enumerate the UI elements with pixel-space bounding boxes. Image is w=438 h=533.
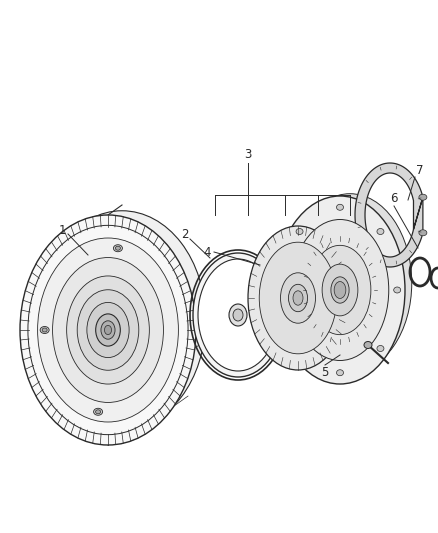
- Text: 4: 4: [203, 246, 211, 259]
- Ellipse shape: [113, 245, 122, 252]
- Ellipse shape: [291, 220, 389, 360]
- Ellipse shape: [198, 259, 278, 371]
- Text: 7: 7: [416, 164, 424, 176]
- Ellipse shape: [275, 196, 405, 384]
- Ellipse shape: [280, 273, 315, 323]
- Text: 5: 5: [321, 366, 328, 378]
- Ellipse shape: [77, 290, 139, 370]
- Ellipse shape: [259, 242, 337, 354]
- Ellipse shape: [87, 302, 129, 358]
- Ellipse shape: [233, 309, 243, 321]
- Text: 2: 2: [181, 229, 189, 241]
- Ellipse shape: [53, 257, 163, 402]
- Ellipse shape: [288, 193, 412, 372]
- Ellipse shape: [105, 326, 112, 335]
- Ellipse shape: [38, 238, 178, 422]
- Ellipse shape: [419, 194, 427, 200]
- Ellipse shape: [336, 370, 343, 376]
- Ellipse shape: [193, 253, 283, 377]
- Ellipse shape: [322, 264, 358, 316]
- Ellipse shape: [377, 345, 384, 351]
- Ellipse shape: [293, 291, 303, 305]
- Ellipse shape: [419, 230, 427, 236]
- Text: 1: 1: [58, 223, 66, 237]
- Ellipse shape: [94, 408, 102, 415]
- Ellipse shape: [364, 342, 372, 349]
- Ellipse shape: [334, 281, 346, 298]
- Ellipse shape: [377, 229, 384, 235]
- Ellipse shape: [95, 314, 120, 346]
- Ellipse shape: [115, 246, 120, 250]
- Ellipse shape: [296, 345, 303, 351]
- Ellipse shape: [42, 328, 47, 332]
- Ellipse shape: [331, 277, 349, 303]
- Ellipse shape: [394, 287, 401, 293]
- Ellipse shape: [67, 276, 149, 384]
- Polygon shape: [355, 163, 423, 267]
- Ellipse shape: [258, 224, 353, 360]
- Ellipse shape: [101, 321, 115, 339]
- Ellipse shape: [95, 410, 101, 414]
- Ellipse shape: [279, 287, 286, 293]
- Ellipse shape: [39, 211, 205, 429]
- Ellipse shape: [20, 215, 196, 445]
- Ellipse shape: [336, 204, 343, 211]
- Text: 6: 6: [390, 191, 398, 205]
- Ellipse shape: [40, 327, 49, 334]
- Ellipse shape: [248, 226, 348, 370]
- Text: 3: 3: [244, 149, 252, 161]
- Ellipse shape: [289, 284, 307, 312]
- Ellipse shape: [296, 229, 303, 235]
- Ellipse shape: [229, 304, 247, 326]
- Ellipse shape: [309, 245, 371, 335]
